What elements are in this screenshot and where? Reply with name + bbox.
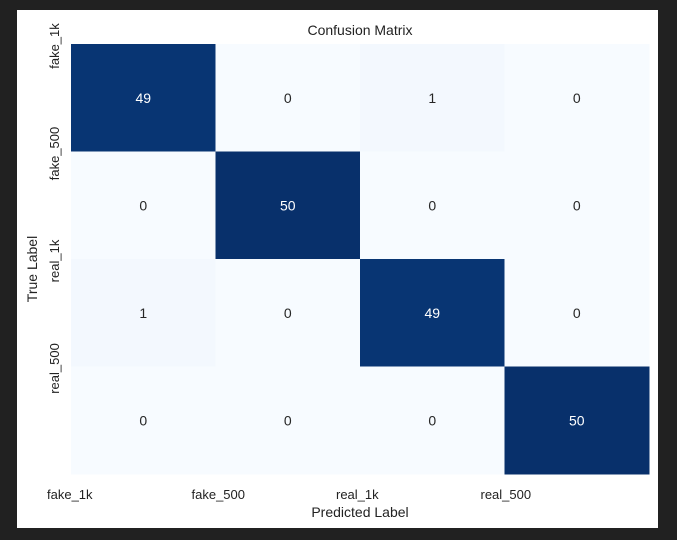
heatmap-cell-fake_500-real_500 [504,151,650,260]
cell-value-label: 0 [428,197,436,213]
heatmap-cell-real_500-real_1k [360,366,505,475]
heatmap-cell-real_1k-fake_1k [71,259,216,367]
heatmap-cell-real_500-fake_1k [71,366,216,475]
heatmap-cell-real_1k-real_1k [360,259,505,367]
cell-value-label: 1 [428,90,436,106]
cell-value-label: 0 [573,305,581,321]
confusion-matrix-figure: Confusion Matrix 49 0 1 0 0 50 0 0 1 0 49 0 0 0 0 50 fa… [17,10,658,528]
heatmap-cell-real_1k-real_500 [504,259,650,367]
cell-value-label: 0 [139,197,147,213]
heatmap-cell-fake_500-real_1k [360,151,505,260]
x-tick-label: real_500 [481,487,532,502]
y-tick-label: fake_1k [47,23,62,69]
heatmap-cells [71,44,650,475]
heatmap-cell-fake_1k-real_500 [504,44,650,152]
cell-value-label: 0 [284,412,292,428]
cell-value-label: 1 [139,305,147,321]
cell-value-label: 0 [139,412,147,428]
cell-value-label: 49 [135,90,151,106]
heatmap-cell-real_500-real_500 [504,366,650,475]
heatmap-cell-labels: 49 0 1 0 0 50 0 0 1 0 49 0 0 0 0 50 [135,90,584,429]
x-tick-label: fake_500 [192,487,246,502]
cell-value-label: 0 [284,90,292,106]
y-tick-labels: fake_1k fake_500 real_1k real_500 [47,23,62,394]
cell-value-label: 0 [284,305,292,321]
heatmap-cell-real_500-fake_500 [215,366,361,475]
chart-title: Confusion Matrix [307,22,412,38]
x-axis-label: Predicted Label [311,504,408,520]
cell-value-label: 0 [573,90,581,106]
y-axis-label: True Label [24,236,40,302]
heatmap-cell-fake_500-fake_1k [71,151,216,260]
y-tick-label: real_1k [47,239,62,282]
heatmap-cell-fake_1k-fake_500 [215,44,361,152]
x-tick-label: fake_1k [47,487,93,502]
cell-value-label: 49 [424,305,440,321]
x-tick-labels: fake_1k fake_500 real_1k real_500 [47,487,531,502]
cell-value-label: 0 [573,197,581,213]
heatmap-cell-fake_1k-real_1k [360,44,505,152]
heatmap-cell-real_1k-fake_500 [215,259,361,367]
x-tick-label: real_1k [336,487,379,502]
heatmap-cell-fake_500-fake_500 [215,151,361,260]
cell-value-label: 50 [569,412,585,428]
confusion-matrix-chart: Confusion Matrix 49 0 1 0 0 50 0 0 1 0 49 0 0 0 0 50 fa… [24,22,650,520]
y-tick-label: fake_500 [47,127,62,181]
cell-value-label: 50 [280,197,296,213]
cell-value-label: 0 [428,412,436,428]
heatmap-cell-fake_1k-fake_1k [71,44,216,152]
y-tick-label: real_500 [47,343,62,394]
